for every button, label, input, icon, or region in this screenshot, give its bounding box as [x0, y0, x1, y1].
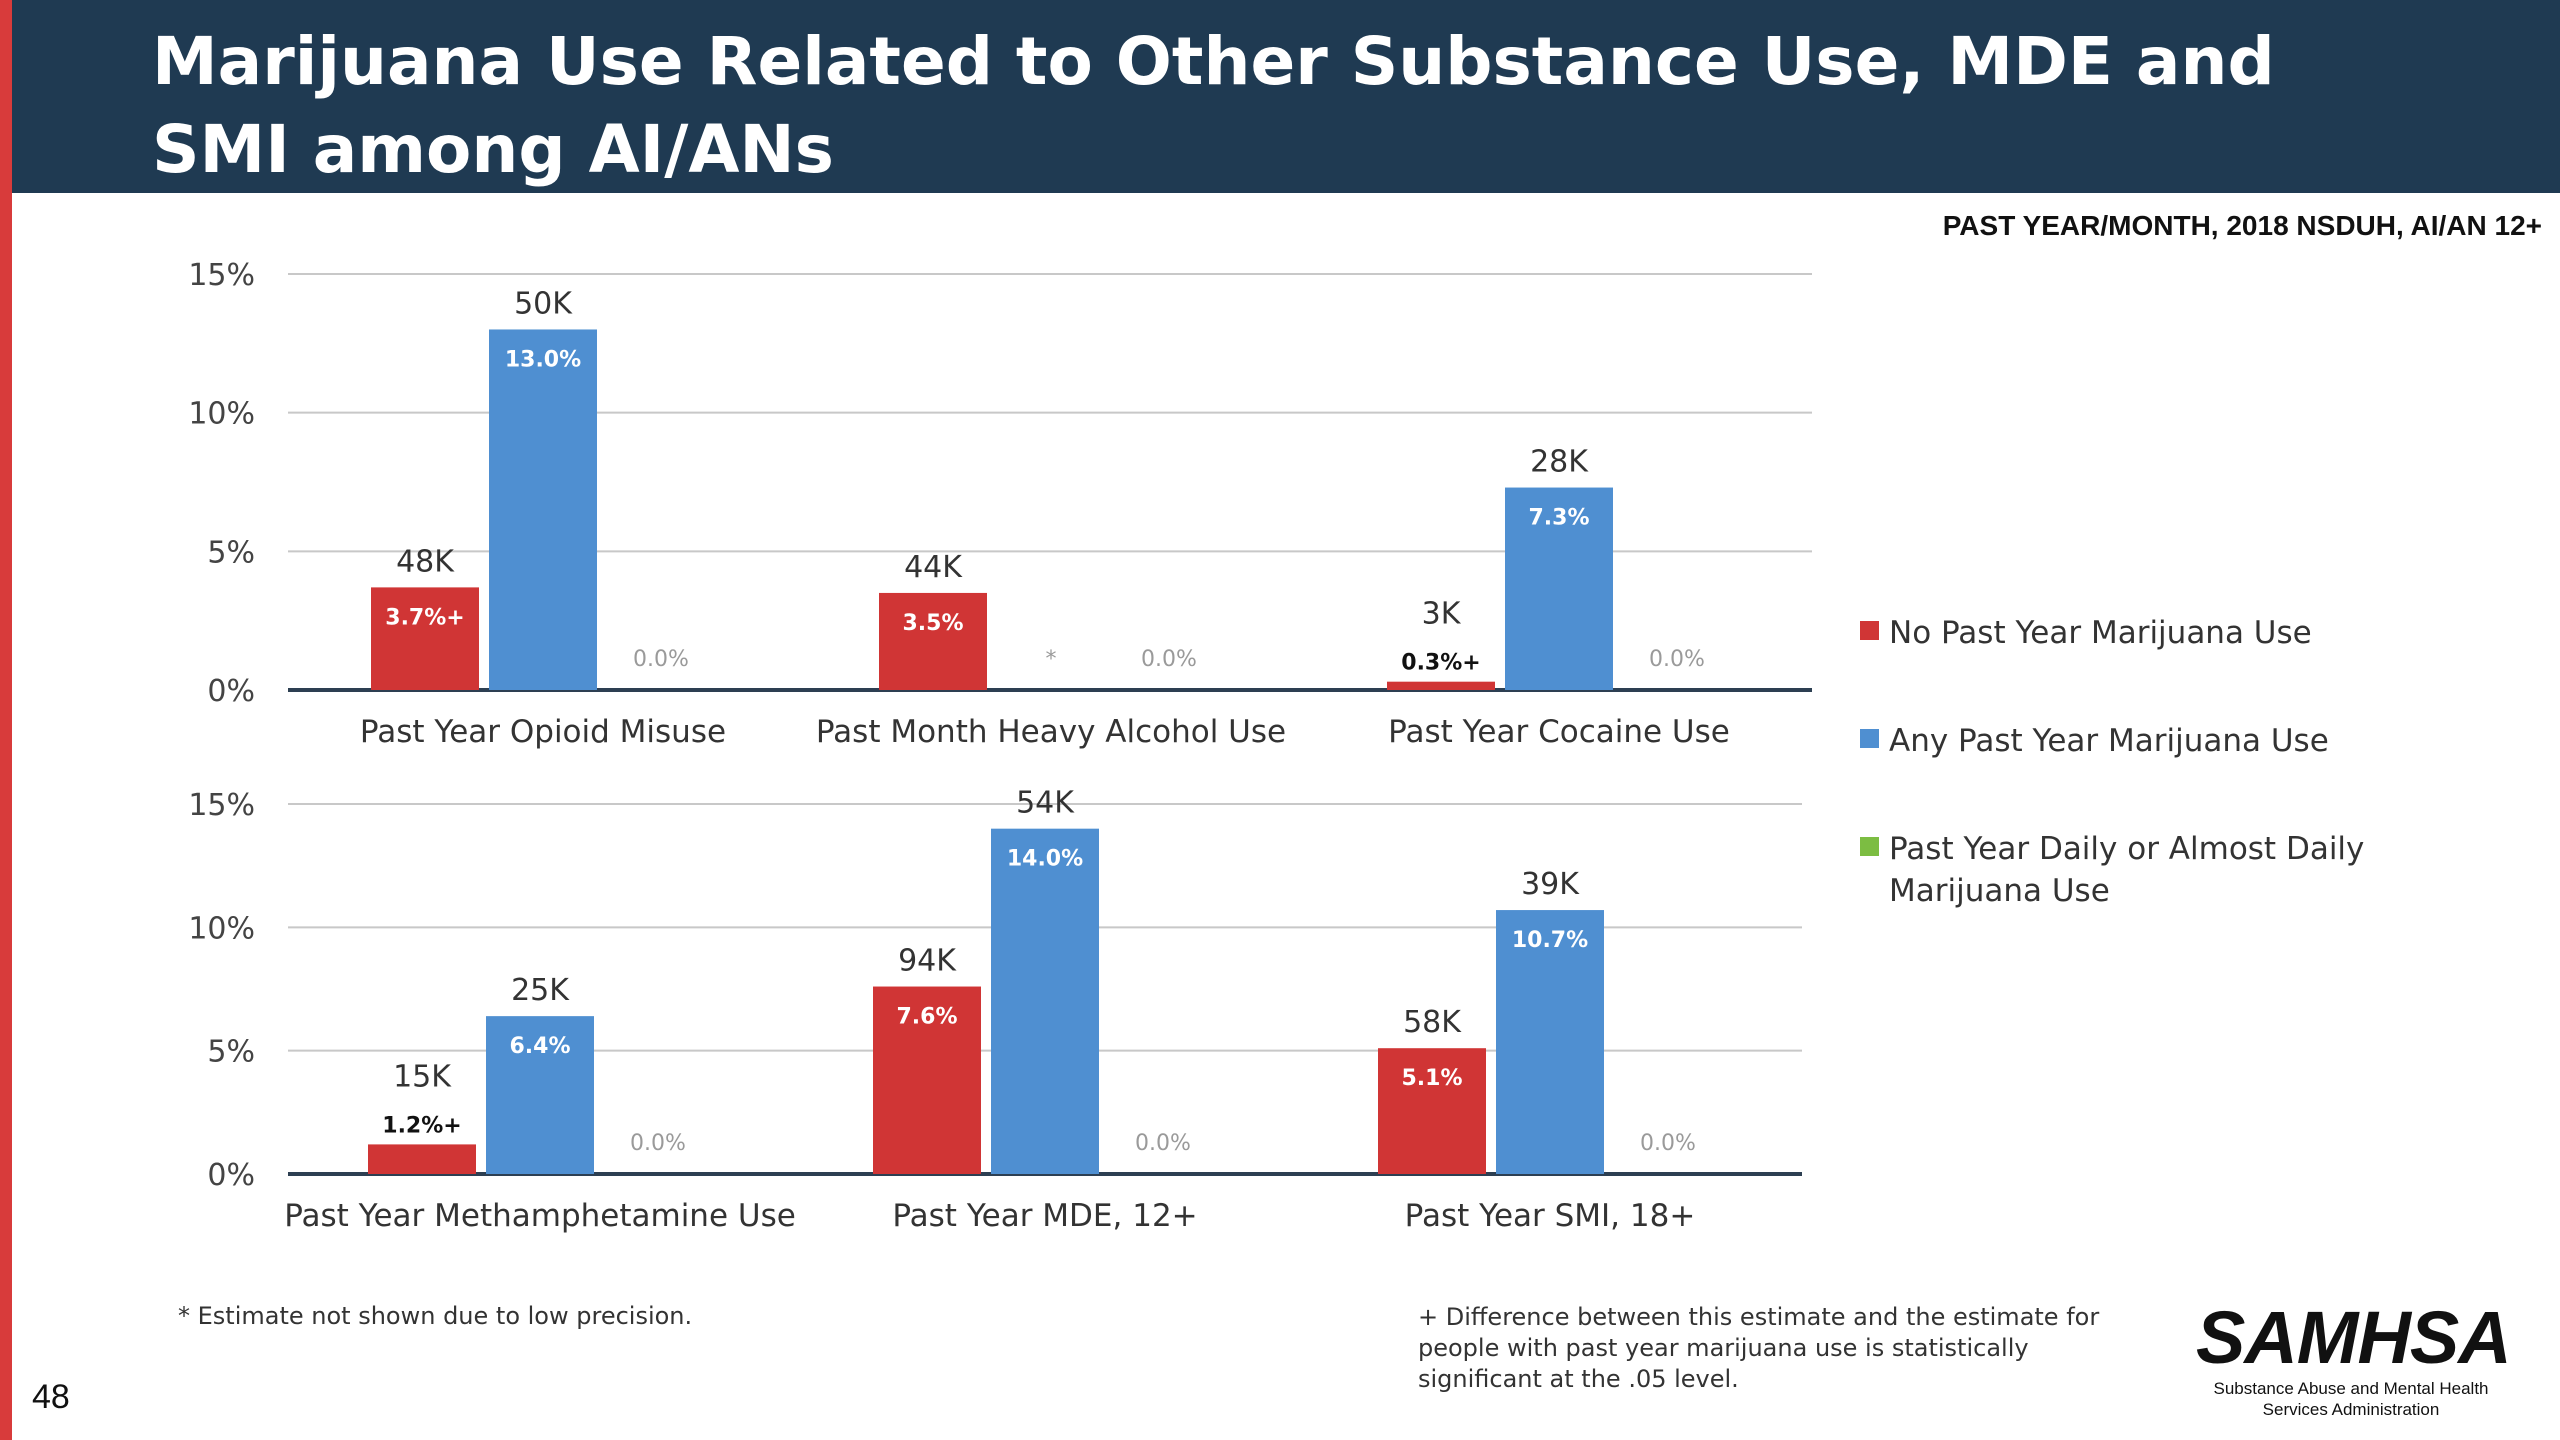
bar: [1505, 487, 1613, 690]
bar-count-label: 50K: [514, 286, 573, 321]
bar-value-label: 0.3%+: [1401, 651, 1480, 676]
legend-swatch-blue: [1860, 729, 1879, 748]
legend-swatch-red: [1860, 621, 1879, 640]
bar: [873, 986, 981, 1174]
legend-item-daily-marijuana: Past Year Daily or Almost Daily Marijuan…: [1860, 828, 2380, 912]
page-number: 48: [32, 1378, 70, 1416]
bar-value-label: 3.7%+: [385, 605, 464, 630]
bar: [489, 329, 597, 690]
bar-count-label: 58K: [1403, 1005, 1462, 1040]
y-tick-label: 5%: [207, 1035, 255, 1070]
x-category-label: Past Year Methamphetamine Use: [284, 1198, 796, 1234]
samhsa-logo: SAMHSA Substance Abuse and Mental Health…: [2196, 1296, 2512, 1420]
bar-value-label: 5.1%: [1401, 1066, 1462, 1091]
x-category-label: Past Month Heavy Alcohol Use: [816, 714, 1286, 750]
bar-value-label-suppressed: 0.0%: [633, 647, 689, 672]
left-accent-bar: [0, 0, 12, 1440]
footnote-low-precision: * Estimate not shown due to low precisio…: [178, 1302, 693, 1330]
chart-subtitle: PAST YEAR/MONTH, 2018 NSDUH, AI/AN 12+: [1942, 210, 2542, 241]
x-category-label: Past Year SMI, 18+: [1405, 1198, 1696, 1234]
legend-item-any-marijuana: Any Past Year Marijuana Use: [1860, 720, 2380, 762]
bar: [1378, 1048, 1486, 1174]
footnote-significance: + Difference between this estimate and t…: [1418, 1303, 2100, 1393]
bar: [1496, 910, 1604, 1174]
bar-value-label: 1.2%+: [382, 1113, 461, 1138]
bar: [991, 828, 1099, 1174]
bar-count-label: 28K: [1530, 445, 1589, 480]
legend-swatch-green: [1860, 837, 1879, 856]
y-tick-label: 15%: [188, 788, 255, 823]
y-tick-label: 0%: [207, 674, 255, 709]
legend-label: No Past Year Marijuana Use: [1889, 615, 2312, 651]
bar-count-label: 39K: [1521, 867, 1580, 902]
bar-count-label: 15K: [393, 1059, 452, 1094]
y-tick-label: 5%: [207, 535, 255, 570]
bar: [1387, 681, 1495, 690]
bar-value-label: 6.4%: [509, 1034, 570, 1059]
bar-count-label: 54K: [1016, 786, 1075, 821]
bar-value-label: 7.6%: [896, 1005, 957, 1030]
bar-value-label: 7.3%: [1528, 506, 1589, 531]
bar-value-label: 14.0%: [1007, 847, 1083, 872]
logo-name: SAMHSA: [2196, 1296, 2512, 1379]
bar-count-label: 94K: [898, 944, 957, 979]
bar-value-label-suppressed: *: [1046, 647, 1057, 672]
bar-value-label-suppressed: 0.0%: [1141, 647, 1197, 672]
page-title: Marijuana Use Related to Other Substance…: [152, 23, 2275, 188]
bar-value-label: 10.7%: [1512, 928, 1588, 953]
bar: [371, 587, 479, 690]
bar-value-label: 13.0%: [505, 347, 581, 372]
y-tick-label: 10%: [188, 397, 255, 432]
bar: [368, 1144, 476, 1174]
legend: No Past Year Marijuana Use Any Past Year…: [1860, 612, 2380, 912]
bar-count-label: 3K: [1422, 597, 1462, 632]
bar-count-label: 48K: [396, 544, 455, 579]
legend-label: Any Past Year Marijuana Use: [1889, 723, 2329, 759]
bar-count-label: 25K: [511, 973, 570, 1008]
y-tick-label: 0%: [207, 1158, 255, 1193]
bar-value-label-suppressed: 0.0%: [1135, 1131, 1191, 1156]
x-category-label: Past Year MDE, 12+: [892, 1198, 1197, 1234]
logo-subtitle: Substance Abuse and Mental Health Servic…: [2213, 1379, 2489, 1419]
bar-value-label-suppressed: 0.0%: [630, 1131, 686, 1156]
bar: [486, 1016, 594, 1174]
bar-count-label: 44K: [904, 550, 963, 585]
y-tick-label: 15%: [188, 258, 255, 293]
y-tick-label: 10%: [188, 911, 255, 946]
legend-label: Past Year Daily or Almost Daily Marijuan…: [1889, 831, 2365, 909]
bar-value-label-suppressed: 0.0%: [1649, 647, 1705, 672]
legend-item-no-marijuana: No Past Year Marijuana Use: [1860, 612, 2380, 654]
title-banner: [12, 0, 2560, 193]
bar: [879, 592, 987, 690]
x-category-label: Past Year Cocaine Use: [1388, 714, 1730, 750]
bar-value-label: 3.5%: [902, 611, 963, 636]
bar-value-label-suppressed: 0.0%: [1640, 1131, 1696, 1156]
x-category-label: Past Year Opioid Misuse: [360, 714, 726, 750]
